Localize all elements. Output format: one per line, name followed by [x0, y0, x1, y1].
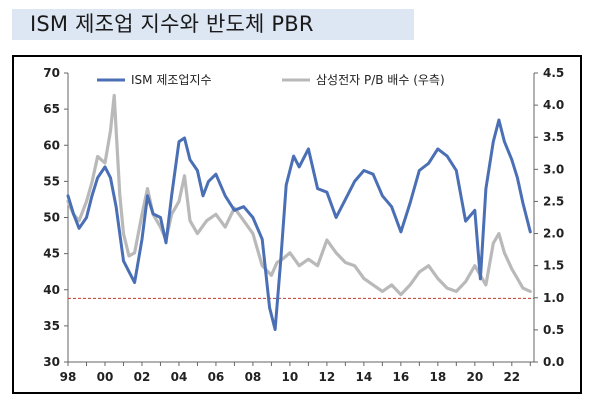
y-left-tick-label: 35 [43, 319, 60, 333]
y-left-tick-label: 40 [43, 283, 60, 297]
legend-label-pb: 삼성전자 P/B 배수 (우측) [316, 73, 445, 87]
y-right-tick-label: 2.5 [543, 194, 564, 208]
x-tick-label: 06 [208, 370, 225, 384]
x-tick-label: 00 [97, 370, 114, 384]
y-left-tick-label: 45 [43, 247, 60, 261]
y-right-tick-label: 3.5 [543, 130, 564, 144]
x-tick-label: 08 [245, 370, 262, 384]
y-left-tick-label: 50 [43, 211, 60, 225]
x-tick-label: 16 [393, 370, 410, 384]
x-tick-label: 20 [466, 370, 483, 384]
axes-layer: 30 35 40 45 50 55 60 65 70 0.0 0.5 1.0 1.5 2.0 2.5 3.0 3… [43, 66, 564, 384]
series-layer [66, 93, 532, 331]
legend: ISM 제조업지수 삼성전자 P/B 배수 (우측) [97, 73, 445, 87]
title-band [12, 9, 414, 40]
y-left-tick-label: 60 [43, 138, 60, 152]
y-left-tick-label: 30 [43, 355, 60, 369]
legend-label-ism: ISM 제조업지수 [131, 73, 212, 87]
chart-frame [12, 55, 582, 394]
y-right-tick-label: 0.5 [543, 323, 564, 337]
chart-title: ISM 제조업 지수와 반도체 PBR [30, 12, 314, 36]
x-tick-label: 14 [356, 370, 373, 384]
y-right-tick-label: 3.0 [543, 162, 564, 176]
x-tick-label: 10 [282, 370, 299, 384]
y-right-tick-label: 1.5 [543, 259, 564, 273]
x-tick-label: 04 [171, 370, 188, 384]
y-left-tick-label: 55 [43, 174, 60, 188]
y-right-tick-label: 1.0 [543, 291, 564, 305]
x-tick-label: 22 [503, 370, 520, 384]
series-line-ism [66, 118, 532, 331]
y-left-tick-label: 65 [43, 102, 60, 116]
x-tick-label: 98 [60, 370, 77, 384]
x-tick-label: 12 [319, 370, 336, 384]
y-right-tick-label: 2.0 [543, 227, 564, 241]
series-line-pb [66, 93, 532, 297]
y-right-tick-label: 4.5 [543, 66, 564, 80]
y-left-tick-label: 70 [43, 66, 60, 80]
x-tick-label: 18 [429, 370, 446, 384]
y-right-tick-label: 0.0 [543, 355, 564, 369]
y-right-tick-label: 4.0 [543, 98, 564, 112]
x-tick-label: 02 [134, 370, 151, 384]
